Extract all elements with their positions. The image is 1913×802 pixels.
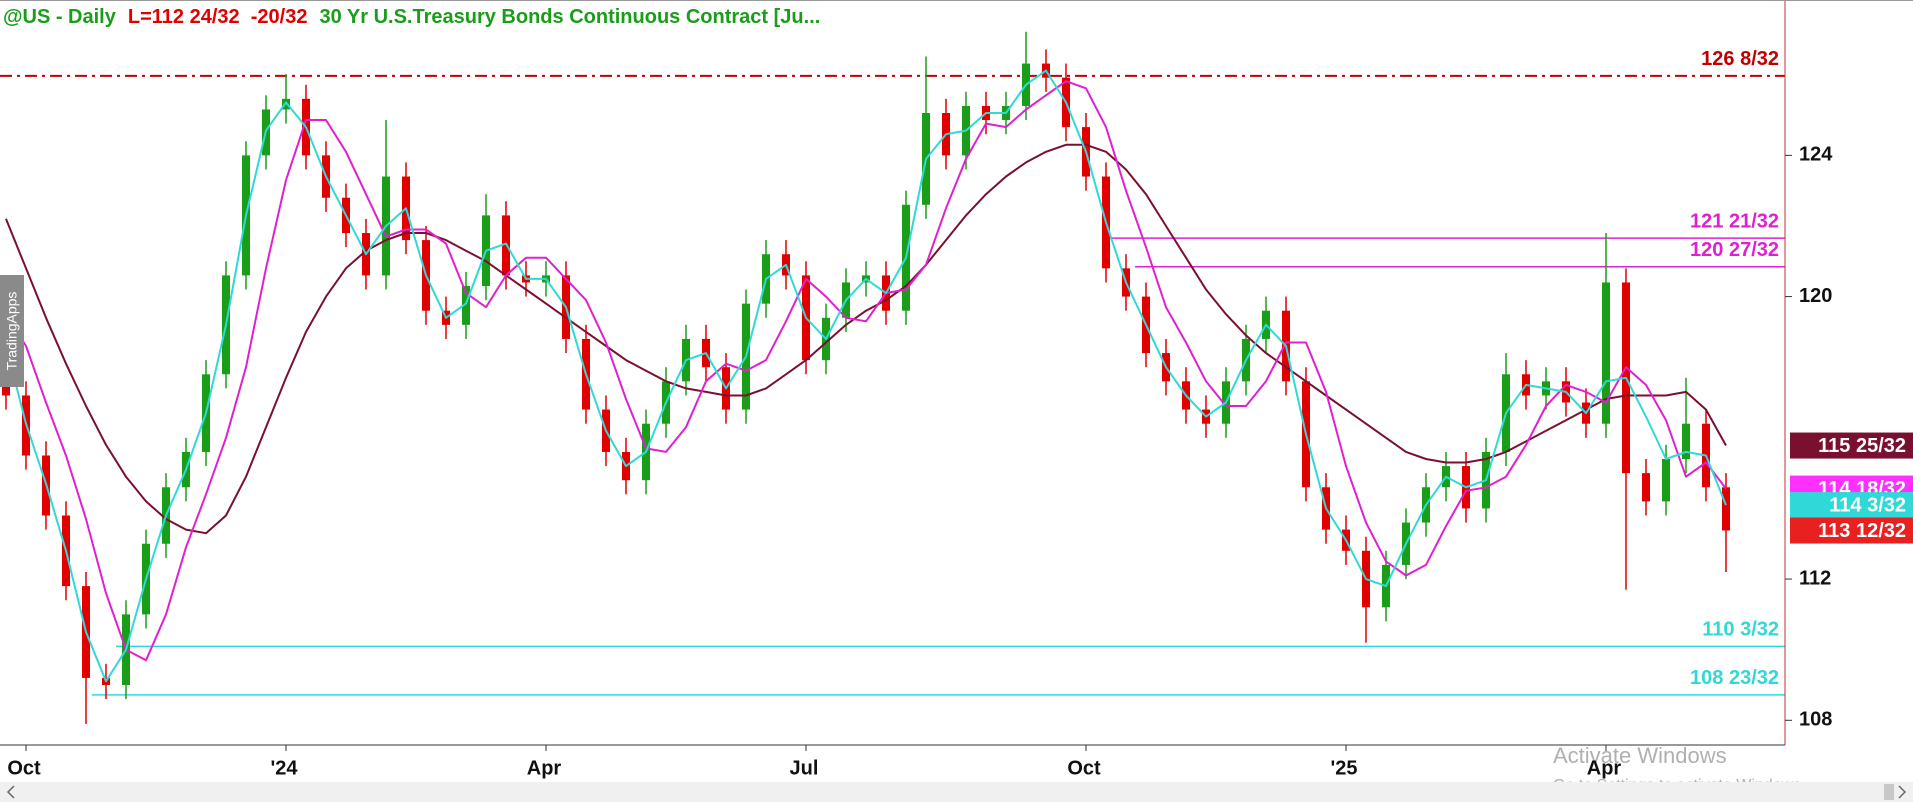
level-label: 126 8/32: [1701, 48, 1779, 70]
y-tick-label: 112: [1799, 567, 1831, 589]
y-tick-label: 120: [1799, 285, 1832, 307]
x-tick-label: Oct: [7, 757, 41, 779]
candle-body: [1602, 282, 1610, 424]
scrollbar[interactable]: [0, 782, 1913, 802]
candle-body: [1662, 459, 1670, 502]
level-label: 110 3/32: [1702, 619, 1779, 641]
scroll-left[interactable]: [6, 785, 15, 799]
title-last: L=112 24/32 -20/32: [128, 6, 308, 28]
level-label: 121 21/32: [1690, 210, 1779, 232]
chart-title: @US - Daily L=112 24/32 -20/32 30 Yr U.S.T…: [3, 6, 820, 28]
scroll-right[interactable]: [1898, 785, 1907, 799]
moving-average: [5, 143, 1727, 535]
title-description: 30 Yr U.S.Treasury Bonds Continuous Cont…: [319, 6, 820, 28]
side-tab-label: TradingApps: [4, 292, 20, 371]
level-label: 120 27/32: [1690, 239, 1779, 261]
plot-area: [0, 31, 1785, 724]
price-tag: [1790, 432, 1913, 459]
level-label: 108 23/32: [1690, 667, 1779, 689]
x-tick-label: Apr: [1587, 757, 1622, 779]
x-tick-label: Apr: [527, 757, 562, 779]
candle-body: [282, 98, 290, 110]
title-symbol: @US - Daily: [3, 6, 117, 28]
price-tag-label: 113 12/32: [1818, 520, 1906, 542]
x-tick-label: '25: [1330, 757, 1357, 779]
moving-average: [5, 80, 1727, 662]
moving-average: [5, 69, 1727, 683]
price-tag-label: 114 3/32: [1829, 494, 1906, 516]
y-tick-label: 124: [1799, 144, 1833, 166]
side-tab[interactable]: [0, 275, 24, 387]
candle-body: [1682, 423, 1690, 460]
x-tick-label: Oct: [1067, 757, 1101, 779]
price-tag: [1790, 517, 1913, 544]
candle-body: [462, 285, 470, 325]
watermark-title: Activate Windows: [1553, 743, 1727, 768]
y-tick-label: 108: [1799, 709, 1832, 731]
price-tag: [1790, 492, 1913, 519]
candle-body: [1722, 487, 1730, 531]
candle-body: [1642, 473, 1650, 502]
x-tick-label: Jul: [790, 757, 819, 779]
x-tick-label: '24: [270, 757, 298, 779]
scroll-thumb[interactable]: [1884, 784, 1894, 800]
price-tag-label: 115 25/32: [1818, 435, 1906, 457]
